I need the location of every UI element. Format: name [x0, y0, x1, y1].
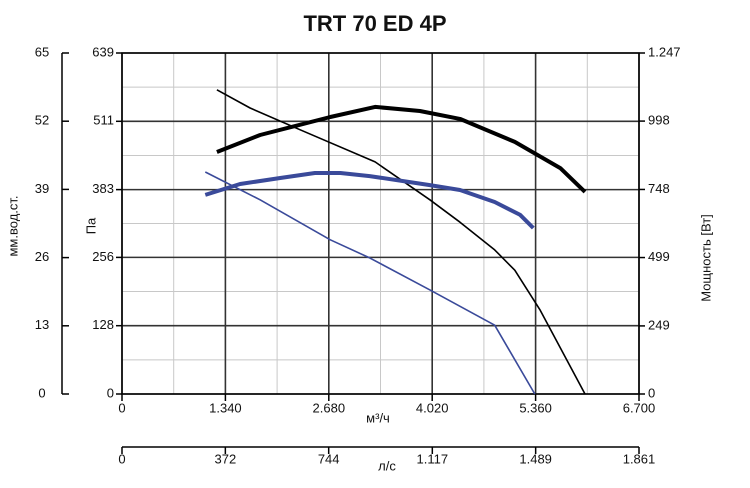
x-tick-label: 6.700: [623, 400, 656, 415]
y3-tick-label: 0: [38, 385, 45, 400]
x-tick-label: 5.360: [519, 400, 552, 415]
y3-axis-label: мм.вод.ст.: [5, 195, 20, 256]
y-tick-label: 511: [93, 113, 114, 128]
y-tick-label: 256: [92, 249, 114, 264]
x-tick-label: 1.340: [209, 400, 242, 415]
y-tick-label: 0: [107, 385, 114, 400]
curve: [204, 171, 535, 230]
y2-tick-label: 499: [648, 249, 670, 264]
y3-tick-label: 65: [35, 44, 49, 59]
x2-tick-label: 1.117: [417, 451, 449, 466]
x2-tick-label: 1.489: [519, 451, 552, 466]
y-tick-label: 128: [92, 317, 114, 332]
x2-axis-label: л/с: [378, 458, 396, 473]
plot-frame: [121, 52, 640, 395]
curve: [204, 171, 536, 395]
y-tick-label: 383: [92, 181, 114, 196]
y3-tick-label: 13: [35, 317, 49, 332]
x-tick-label: 2.680: [313, 400, 346, 415]
y3-tick-label: 52: [35, 113, 49, 128]
curve: [216, 104, 587, 194]
x2-tick-label: 0: [118, 451, 125, 466]
x-tick-label: 4.020: [416, 400, 449, 415]
y3-tick-label: 39: [35, 181, 49, 196]
y-axis-label: Па: [83, 217, 98, 234]
x-tick-label: 0: [118, 400, 125, 415]
x2-tick-label: 744: [318, 451, 340, 466]
y-tick-label: 639: [92, 44, 114, 59]
curve: [216, 89, 586, 395]
y2-tick-label: 249: [648, 317, 670, 332]
x-axis-label: м³/ч: [366, 410, 390, 425]
y2-tick-label: 748: [648, 181, 670, 196]
chart-title: TRT 70 ED 4P: [303, 11, 446, 36]
y2-axis-label: Мощность [Вт]: [698, 214, 713, 302]
y3-tick-label: 26: [35, 249, 49, 264]
y2-tick-label: 1.247: [648, 44, 681, 59]
x2-tick-label: 372: [214, 451, 236, 466]
x2-tick-label: 1.861: [623, 451, 656, 466]
y2-tick-label: 998: [648, 113, 670, 128]
y2-tick-label: 0: [648, 385, 655, 400]
